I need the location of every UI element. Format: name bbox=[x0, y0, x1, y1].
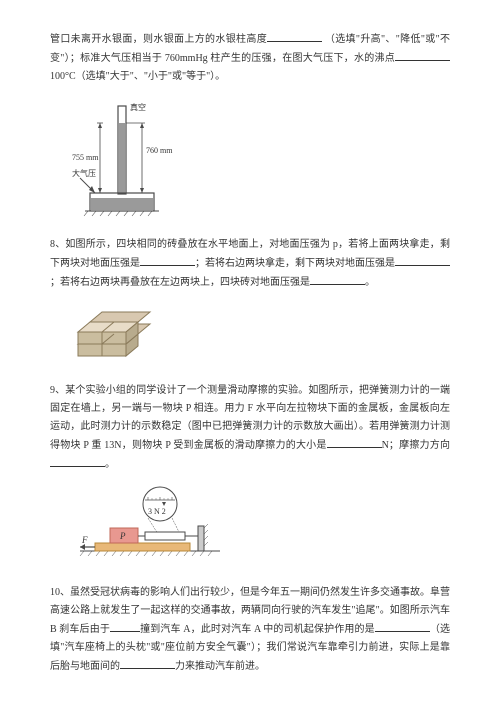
q10-text: 10、虽然受冠状病毒的影响人们出行较少，但是今年五一期间仍然发生许多交通事故。阜… bbox=[50, 584, 450, 676]
blank bbox=[310, 273, 365, 285]
q9-part3: 。 bbox=[105, 459, 115, 470]
scale-reading: 3 N 2 bbox=[148, 507, 166, 516]
q9-number: 9、 bbox=[50, 385, 65, 396]
barometer-diagram: 真空 755 mm 760 mm 大气压 bbox=[70, 98, 180, 218]
q7-part3: 100°C（选填"大于"、"小于"或"等于"）。 bbox=[50, 71, 225, 82]
blank bbox=[110, 620, 140, 632]
blank bbox=[50, 455, 105, 467]
q9-figure: 3 N 2 P bbox=[70, 486, 450, 566]
blank bbox=[327, 436, 382, 448]
question-7-continuation: 管口未离开水银面，则水银面上方的水银柱高度 （选填"升高"、"降低"或"不变"）… bbox=[50, 30, 450, 218]
q8-number: 8、 bbox=[50, 239, 65, 250]
blank bbox=[140, 254, 195, 266]
right-height: 760 mm bbox=[146, 146, 173, 155]
pressure-label: 大气压 bbox=[72, 168, 96, 178]
q8-text: 8、如图所示，四块相同的砖叠放在水平地面上，对地面压强为 p，若将上面两块拿走，… bbox=[50, 236, 450, 292]
q8-figure bbox=[70, 304, 450, 364]
q8-part3: ；若将右边两块再叠放在左边两块上，四块砖对地面压强是 bbox=[50, 277, 310, 288]
q7-part1: 管口未离开水银面，则水银面上方的水银柱高度 bbox=[50, 34, 267, 45]
question-9: 9、某个实验小组的同学设计了一个测量滑动摩擦的实验。如图所示，把弹簧测力计的一端… bbox=[50, 382, 450, 566]
bricks-diagram bbox=[70, 304, 170, 364]
q9-part2: N；摩擦力方向 bbox=[382, 440, 450, 451]
vacuum-label: 真空 bbox=[130, 102, 146, 112]
block-label: P bbox=[119, 531, 126, 541]
question-8: 8、如图所示，四块相同的砖叠放在水平地面上，对地面压强为 p，若将上面两块拿走，… bbox=[50, 236, 450, 364]
blank bbox=[267, 30, 322, 42]
blank bbox=[395, 254, 450, 266]
left-height: 755 mm bbox=[72, 153, 99, 162]
friction-diagram: 3 N 2 P bbox=[70, 486, 230, 566]
q10-part2: 撞到汽车 A，此时对汽车 A 中的司机起保护作用的是 bbox=[140, 624, 375, 635]
q7-figure: 真空 755 mm 760 mm 大气压 bbox=[70, 98, 450, 218]
question-10: 10、虽然受冠状病毒的影响人们出行较少，但是今年五一期间仍然发生许多交通事故。阜… bbox=[50, 584, 450, 676]
q10-number: 10、 bbox=[50, 587, 70, 598]
q10-part4: 力来推动汽车前进。 bbox=[175, 661, 265, 672]
blank bbox=[395, 49, 450, 61]
q8-part2: ；若将右边两块拿走，剩下两块对地面压强是 bbox=[195, 258, 395, 269]
q7-text: 管口未离开水银面，则水银面上方的水银柱高度 （选填"升高"、"降低"或"不变"）… bbox=[50, 30, 450, 86]
blank bbox=[120, 657, 175, 669]
force-label: F bbox=[81, 535, 88, 545]
q9-text: 9、某个实验小组的同学设计了一个测量滑动摩擦的实验。如图所示，把弹簧测力计的一端… bbox=[50, 382, 450, 474]
q8-part4: 。 bbox=[365, 277, 375, 288]
blank bbox=[375, 620, 430, 632]
